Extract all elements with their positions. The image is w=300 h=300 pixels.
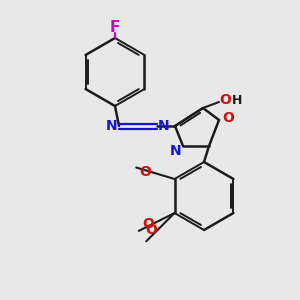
Text: O: O: [142, 217, 154, 231]
Text: F: F: [110, 20, 120, 34]
Text: N: N: [170, 144, 182, 158]
Text: O: O: [140, 165, 152, 179]
Text: N: N: [106, 119, 118, 133]
Text: O: O: [219, 93, 231, 107]
Text: O: O: [222, 111, 234, 125]
Text: O: O: [145, 223, 157, 237]
Text: N: N: [158, 119, 170, 133]
Text: H: H: [232, 94, 242, 106]
